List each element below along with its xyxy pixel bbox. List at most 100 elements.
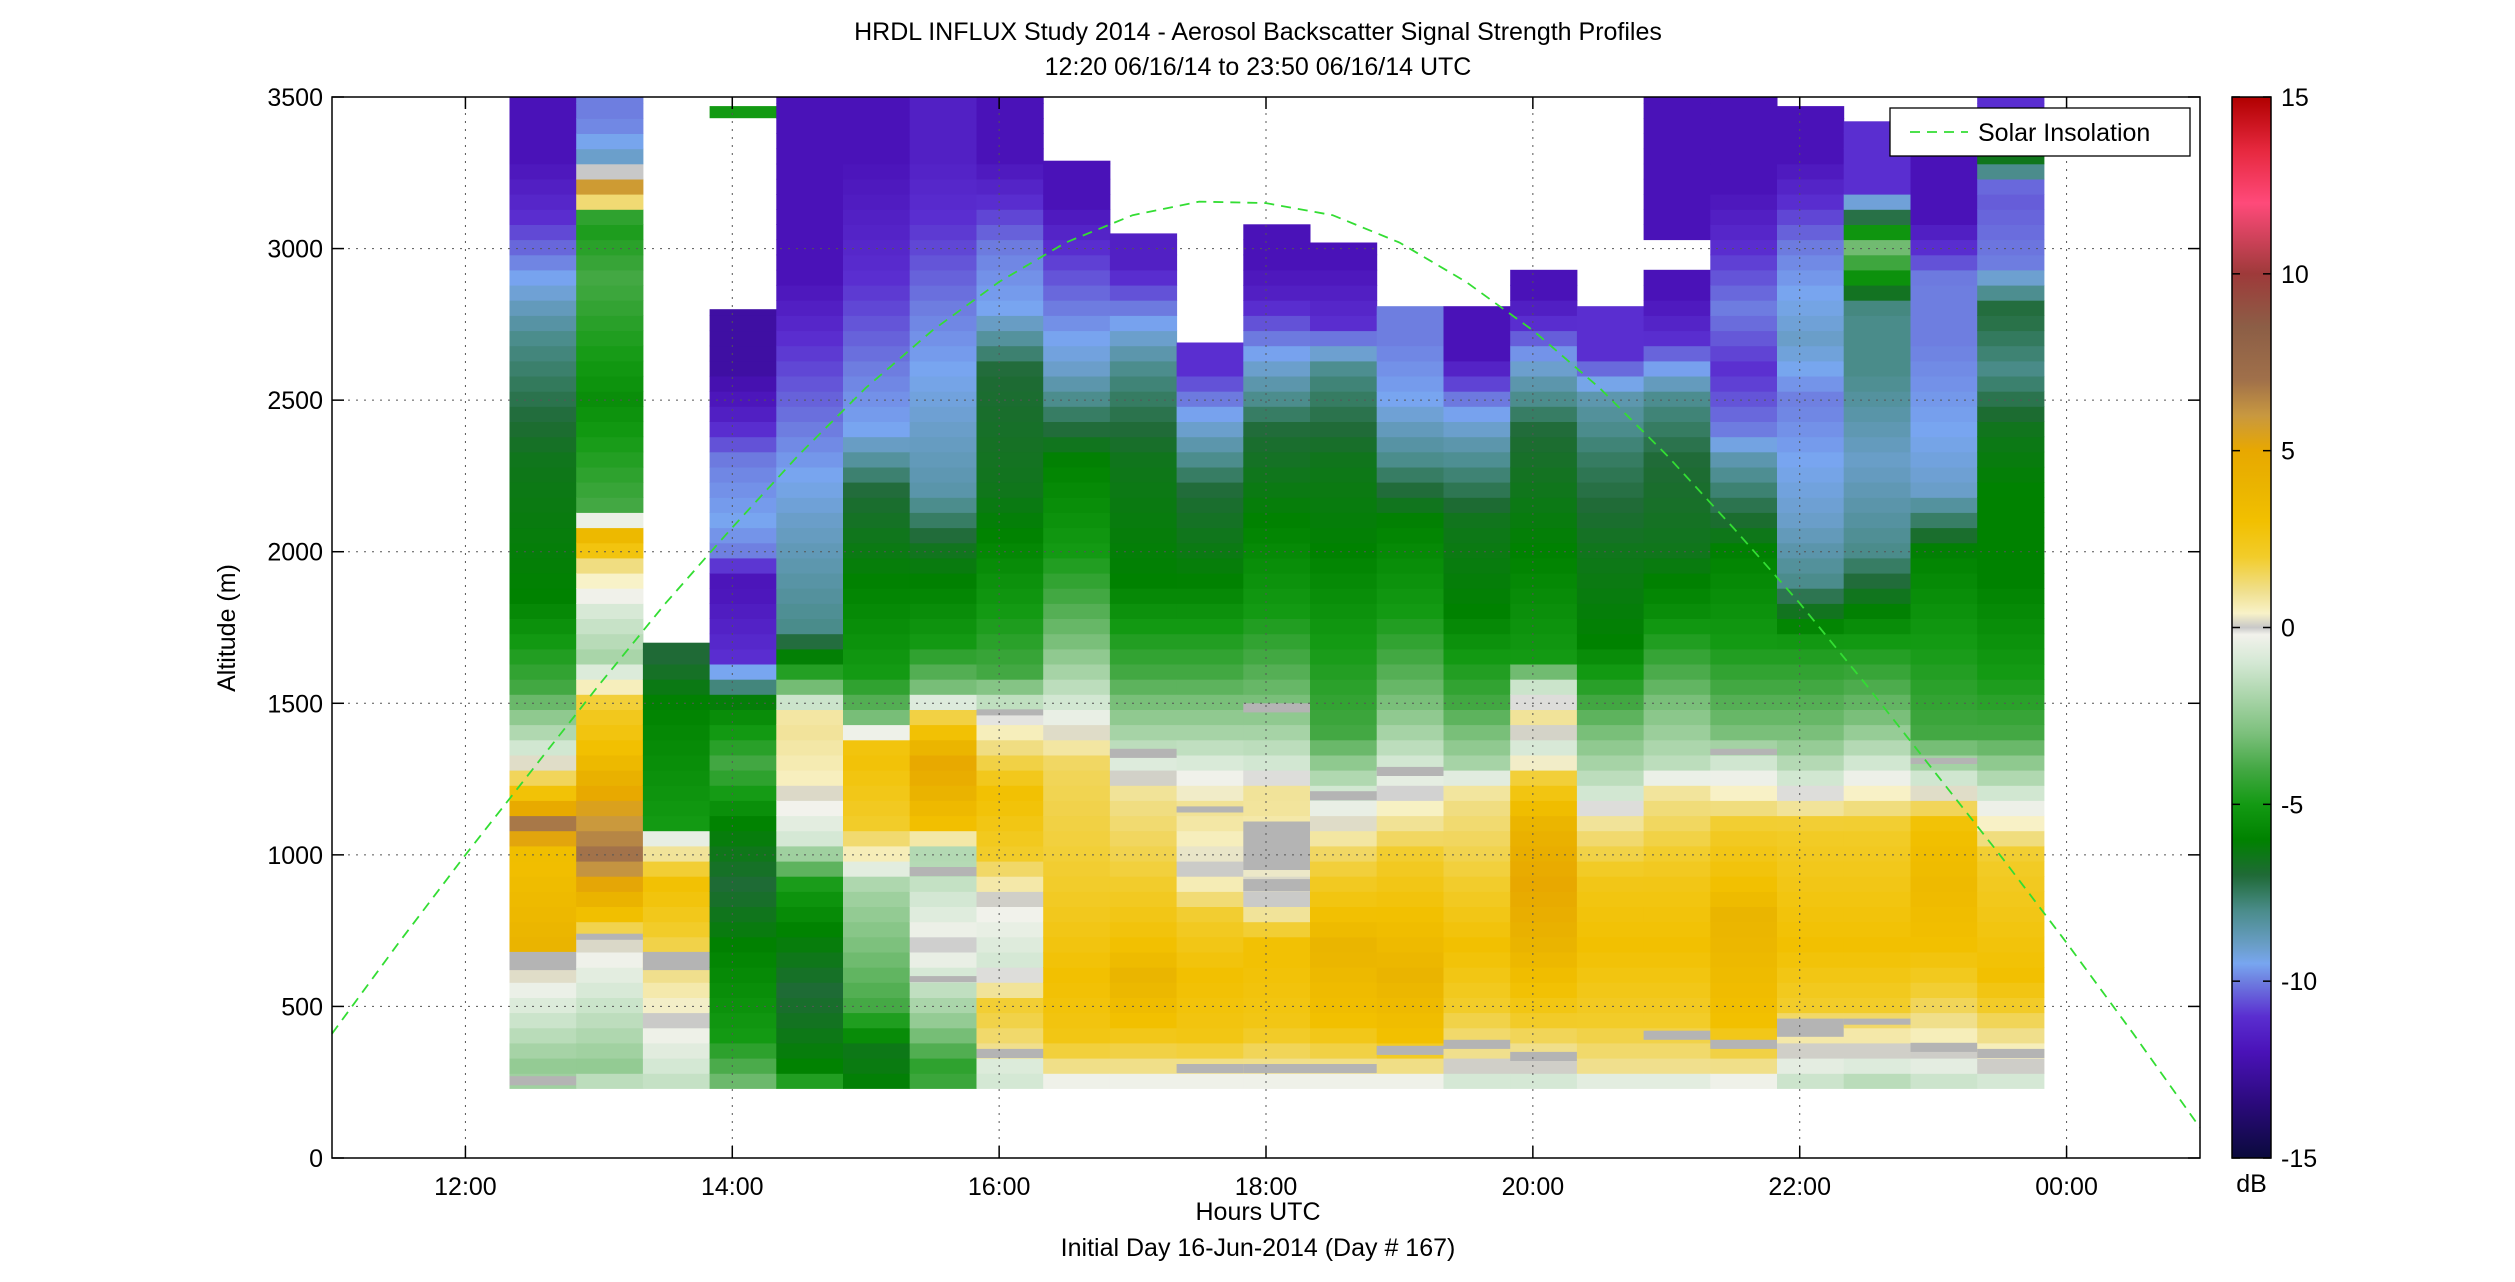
profile-cell	[1710, 754, 1778, 771]
profile-cell	[1643, 436, 1711, 453]
profile-cell	[1376, 633, 1444, 650]
profile-cell	[1176, 830, 1244, 847]
legend-box	[1889, 107, 2191, 157]
profile-cell	[1710, 1027, 1778, 1044]
profile-cell	[976, 391, 1044, 407]
profile-cell	[1310, 891, 1378, 907]
profile-cell	[576, 118, 644, 134]
no-data-band	[1109, 748, 1178, 758]
profile-cell	[909, 118, 977, 134]
profile-cell	[1977, 436, 2045, 453]
profile-cell	[1576, 891, 1645, 907]
profile-cell	[1243, 224, 1311, 241]
profile-cell	[1043, 724, 1111, 741]
profile-cell	[1376, 754, 1444, 771]
profile-cell	[1643, 618, 1711, 635]
profile-cell	[1643, 1012, 1711, 1029]
profile-cell	[976, 466, 1044, 483]
profile-cell	[1843, 375, 1911, 392]
profile-cell	[1109, 315, 1178, 332]
profile-cell	[1910, 906, 1978, 923]
profile-cell	[1643, 997, 1711, 1014]
profile-cell	[1710, 618, 1778, 635]
profile-cell	[1510, 754, 1578, 771]
profile-cell	[1043, 648, 1111, 665]
profile-cell	[576, 406, 644, 422]
profile-column	[1043, 160, 1111, 1089]
profile-cell	[1576, 694, 1645, 710]
profile-cell	[576, 421, 644, 438]
profile-cell	[776, 300, 844, 316]
profile-cell	[709, 618, 777, 635]
profile-cell	[1109, 951, 1178, 968]
profile-cell	[576, 724, 644, 741]
profile-cell	[1243, 997, 1311, 1014]
profile-cell	[776, 1058, 844, 1074]
profile-column	[1510, 269, 1578, 1089]
profile-cell	[843, 936, 911, 953]
profile-cell	[509, 572, 577, 589]
profile-cell	[1510, 921, 1578, 938]
profile-cell	[1510, 739, 1578, 756]
profile-cell	[776, 800, 844, 817]
profile-cell	[1310, 997, 1378, 1014]
profile-cell	[709, 391, 777, 407]
profile-cell	[1243, 512, 1311, 529]
profile-cell	[1977, 572, 2045, 589]
profile-cell	[576, 360, 644, 377]
profile-cell	[1710, 360, 1778, 377]
profile-cell	[1576, 375, 1645, 392]
profile-cell	[1109, 284, 1178, 301]
profile-cell	[1376, 1058, 1444, 1074]
profile-cell	[1043, 1073, 1111, 1089]
x-tick-label: 22:00	[1768, 1173, 1831, 1201]
profile-cell	[1977, 770, 2045, 786]
profile-cell	[576, 209, 644, 225]
profile-cell	[1843, 527, 1911, 544]
profile-cell	[576, 512, 644, 529]
profile-cell	[1510, 663, 1578, 680]
profile-cell	[1977, 557, 2045, 574]
profile-cell	[776, 118, 844, 134]
profile-cell	[909, 482, 977, 498]
profile-cell	[1443, 406, 1511, 422]
profile-cell	[1843, 785, 1911, 801]
profile-cell	[709, 588, 777, 604]
y-tick-label: 2000	[267, 539, 323, 567]
profile-cell	[1443, 1027, 1511, 1044]
profile-cell	[1043, 800, 1111, 817]
profile-cell	[1443, 906, 1511, 923]
profile-cell	[1710, 633, 1778, 650]
profile-cell	[909, 1073, 977, 1089]
profile-cell	[976, 406, 1044, 422]
profile-cell	[1376, 512, 1444, 529]
profile-cell	[1443, 845, 1511, 862]
colorbar-tick-label: -15	[2281, 1145, 2317, 1173]
profile-cell	[776, 785, 844, 801]
profile-cell	[1643, 891, 1711, 907]
profile-cell	[1843, 497, 1911, 513]
profile-cell	[1310, 618, 1378, 635]
profile-cell	[1777, 633, 1845, 650]
profile-cell	[1643, 497, 1711, 513]
profile-cell	[776, 527, 844, 544]
profile-cell	[642, 1012, 711, 1029]
profile-cell	[1910, 967, 1978, 983]
profile-cell	[709, 345, 777, 362]
profile-cell	[1710, 345, 1778, 362]
profile-cell	[1910, 876, 1978, 892]
profile-cell	[1310, 724, 1378, 741]
profile-cell	[776, 921, 844, 938]
profile-cell	[509, 936, 577, 953]
profile-cell	[1243, 967, 1311, 983]
profile-cell	[1510, 618, 1578, 635]
profile-cell	[576, 785, 644, 801]
profile-cell	[1243, 391, 1311, 407]
profile-cell	[1710, 436, 1778, 453]
profile-cell	[1977, 845, 2045, 862]
profile-cell	[1576, 663, 1645, 680]
profile-cell	[1977, 603, 2045, 619]
profile-cell	[1376, 845, 1444, 862]
profile-cell	[1109, 815, 1178, 832]
profile-cell	[1376, 891, 1444, 907]
